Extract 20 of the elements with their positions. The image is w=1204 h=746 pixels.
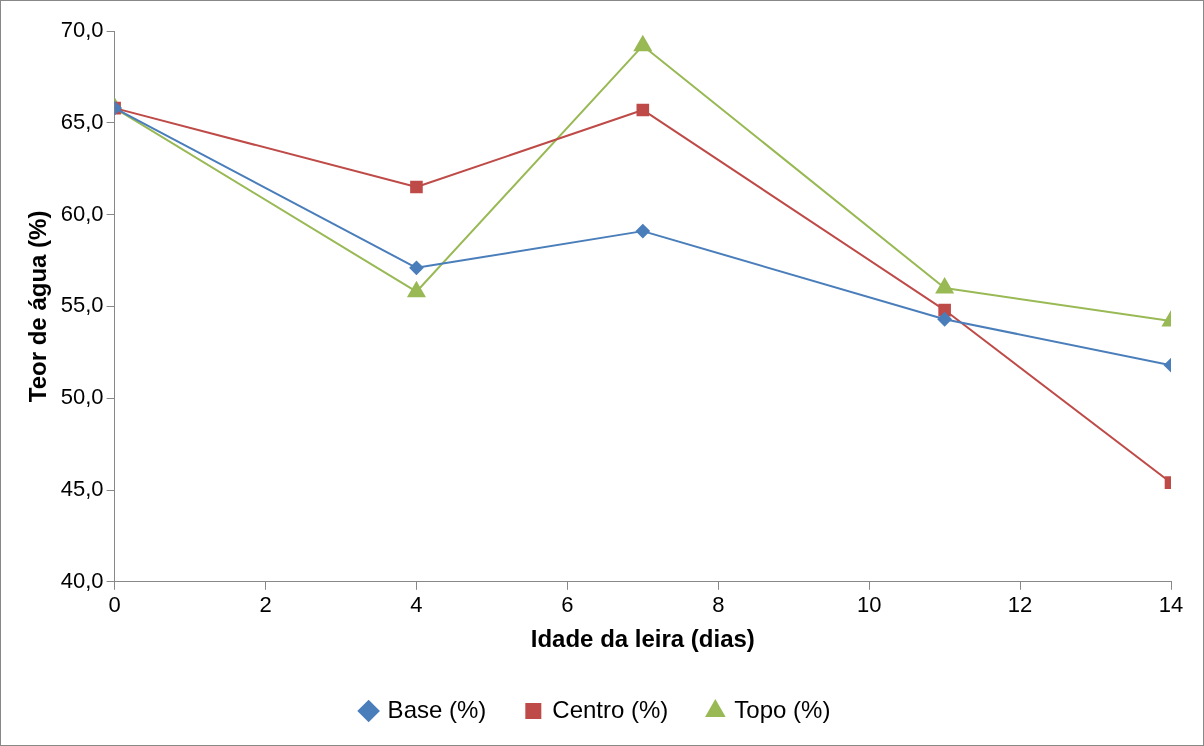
y-tick-label: 50,0 xyxy=(60,384,104,410)
x-tick-label: 4 xyxy=(410,592,423,618)
x-tick-label: 2 xyxy=(259,592,272,618)
legend-label: Base (%) xyxy=(387,695,487,723)
x-axis-title: Idade da leira (dias) xyxy=(530,625,755,653)
y-tick-label: 45,0 xyxy=(60,476,104,502)
legend-label: Topo (%) xyxy=(734,695,831,723)
y-tick-label: 70,0 xyxy=(60,17,104,43)
x-tick-label: 8 xyxy=(712,592,725,618)
x-tick-label: 14 xyxy=(1158,592,1184,618)
x-tick-label: 6 xyxy=(561,592,574,618)
y-axis-title: Teor de água (%) xyxy=(24,210,52,403)
x-tick-label: 12 xyxy=(1007,592,1033,618)
y-tick-label: 55,0 xyxy=(60,292,104,318)
y-tick-label: 65,0 xyxy=(60,108,104,134)
legend-label: Centro (%) xyxy=(552,695,669,723)
y-tick-label: 60,0 xyxy=(60,200,104,226)
y-tick-label: 40,0 xyxy=(60,567,104,593)
x-tick-label: 10 xyxy=(856,592,882,618)
x-tick-label: 0 xyxy=(108,592,121,618)
